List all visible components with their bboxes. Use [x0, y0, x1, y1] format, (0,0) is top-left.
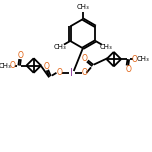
- Text: CH₃: CH₃: [99, 44, 112, 50]
- Text: O: O: [82, 54, 88, 63]
- Text: O: O: [18, 51, 24, 60]
- Text: CH₃: CH₃: [54, 44, 66, 50]
- Text: I: I: [71, 68, 73, 78]
- Text: CH₃: CH₃: [76, 4, 89, 10]
- Text: O: O: [82, 68, 88, 77]
- Text: O: O: [56, 68, 62, 77]
- Text: O: O: [43, 62, 49, 71]
- Text: CH₃: CH₃: [0, 62, 11, 69]
- Text: O: O: [125, 65, 131, 74]
- Text: CH₃: CH₃: [136, 56, 149, 62]
- Text: O: O: [132, 55, 138, 64]
- Text: O: O: [10, 61, 16, 70]
